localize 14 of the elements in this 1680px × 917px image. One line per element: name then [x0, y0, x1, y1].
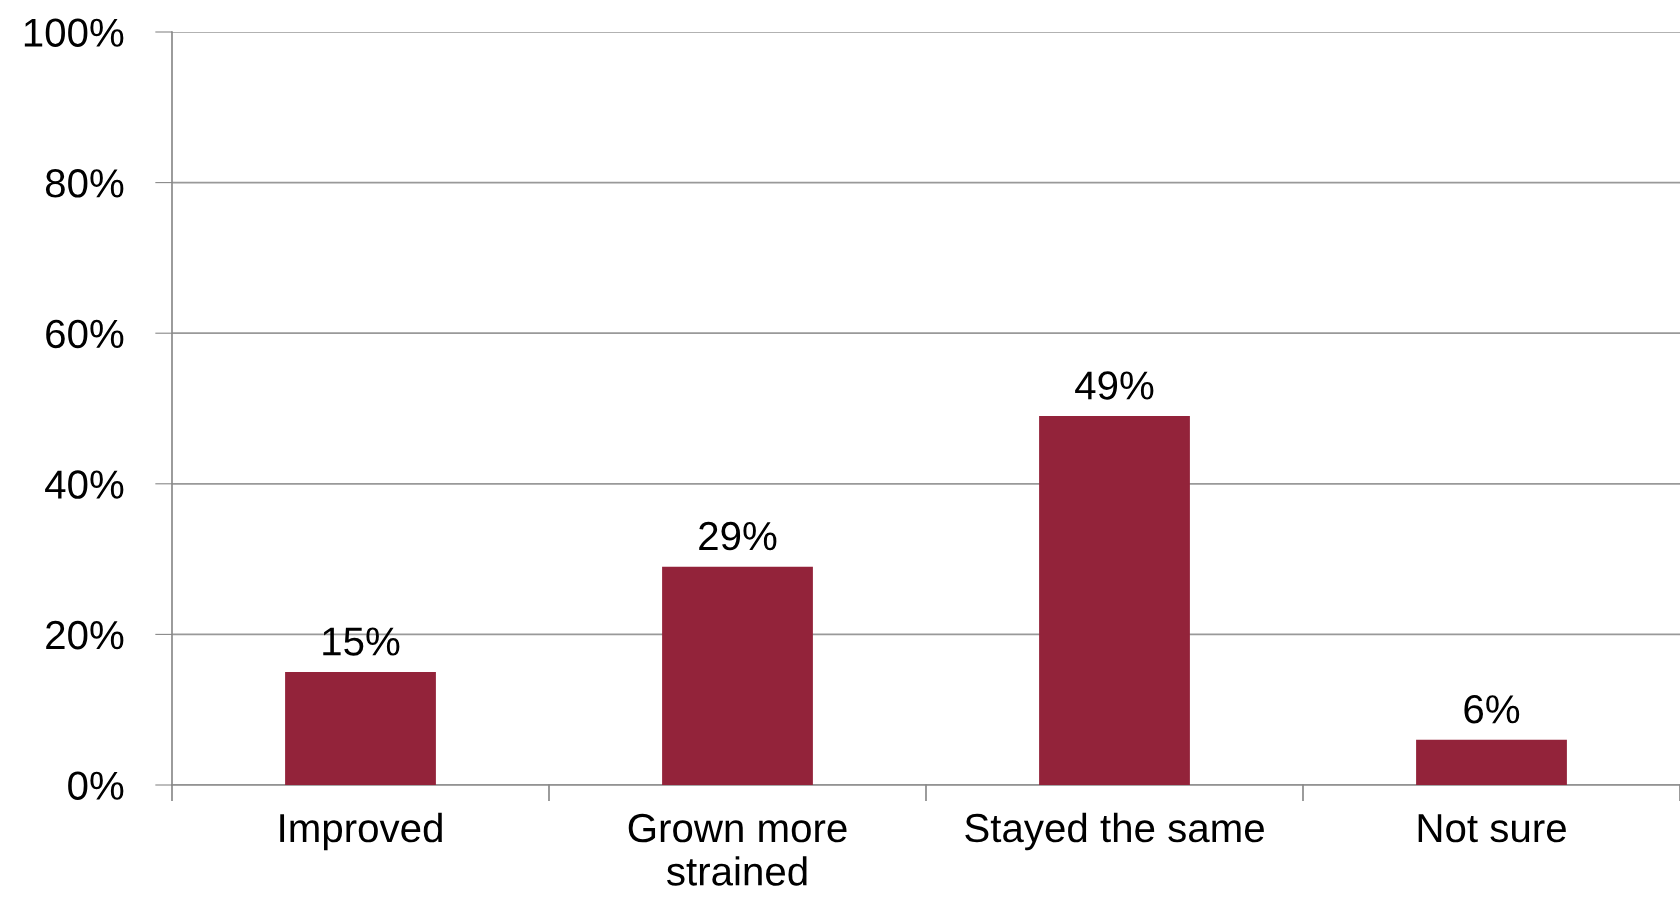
data-label: 6% — [1464, 695, 1520, 724]
data-label: 49% — [1075, 371, 1154, 400]
y-tick-label: 80% — [45, 169, 124, 198]
x-tick-label: Not sure — [1418, 814, 1566, 843]
y-tick-label: 20% — [46, 620, 124, 650]
y-tick-label: 40% — [45, 470, 124, 499]
x-tick-label: Grown more strained — [628, 813, 847, 886]
y-tick-label: 0% — [68, 771, 124, 800]
x-tick-label: Stayed the same — [965, 812, 1264, 851]
data-label: 29% — [699, 521, 777, 551]
data-label: 15% — [323, 627, 400, 656]
y-tick-label: 60% — [46, 319, 124, 349]
x-tick-label: Improved — [280, 812, 442, 851]
y-tick-label: 100% — [24, 18, 124, 47]
